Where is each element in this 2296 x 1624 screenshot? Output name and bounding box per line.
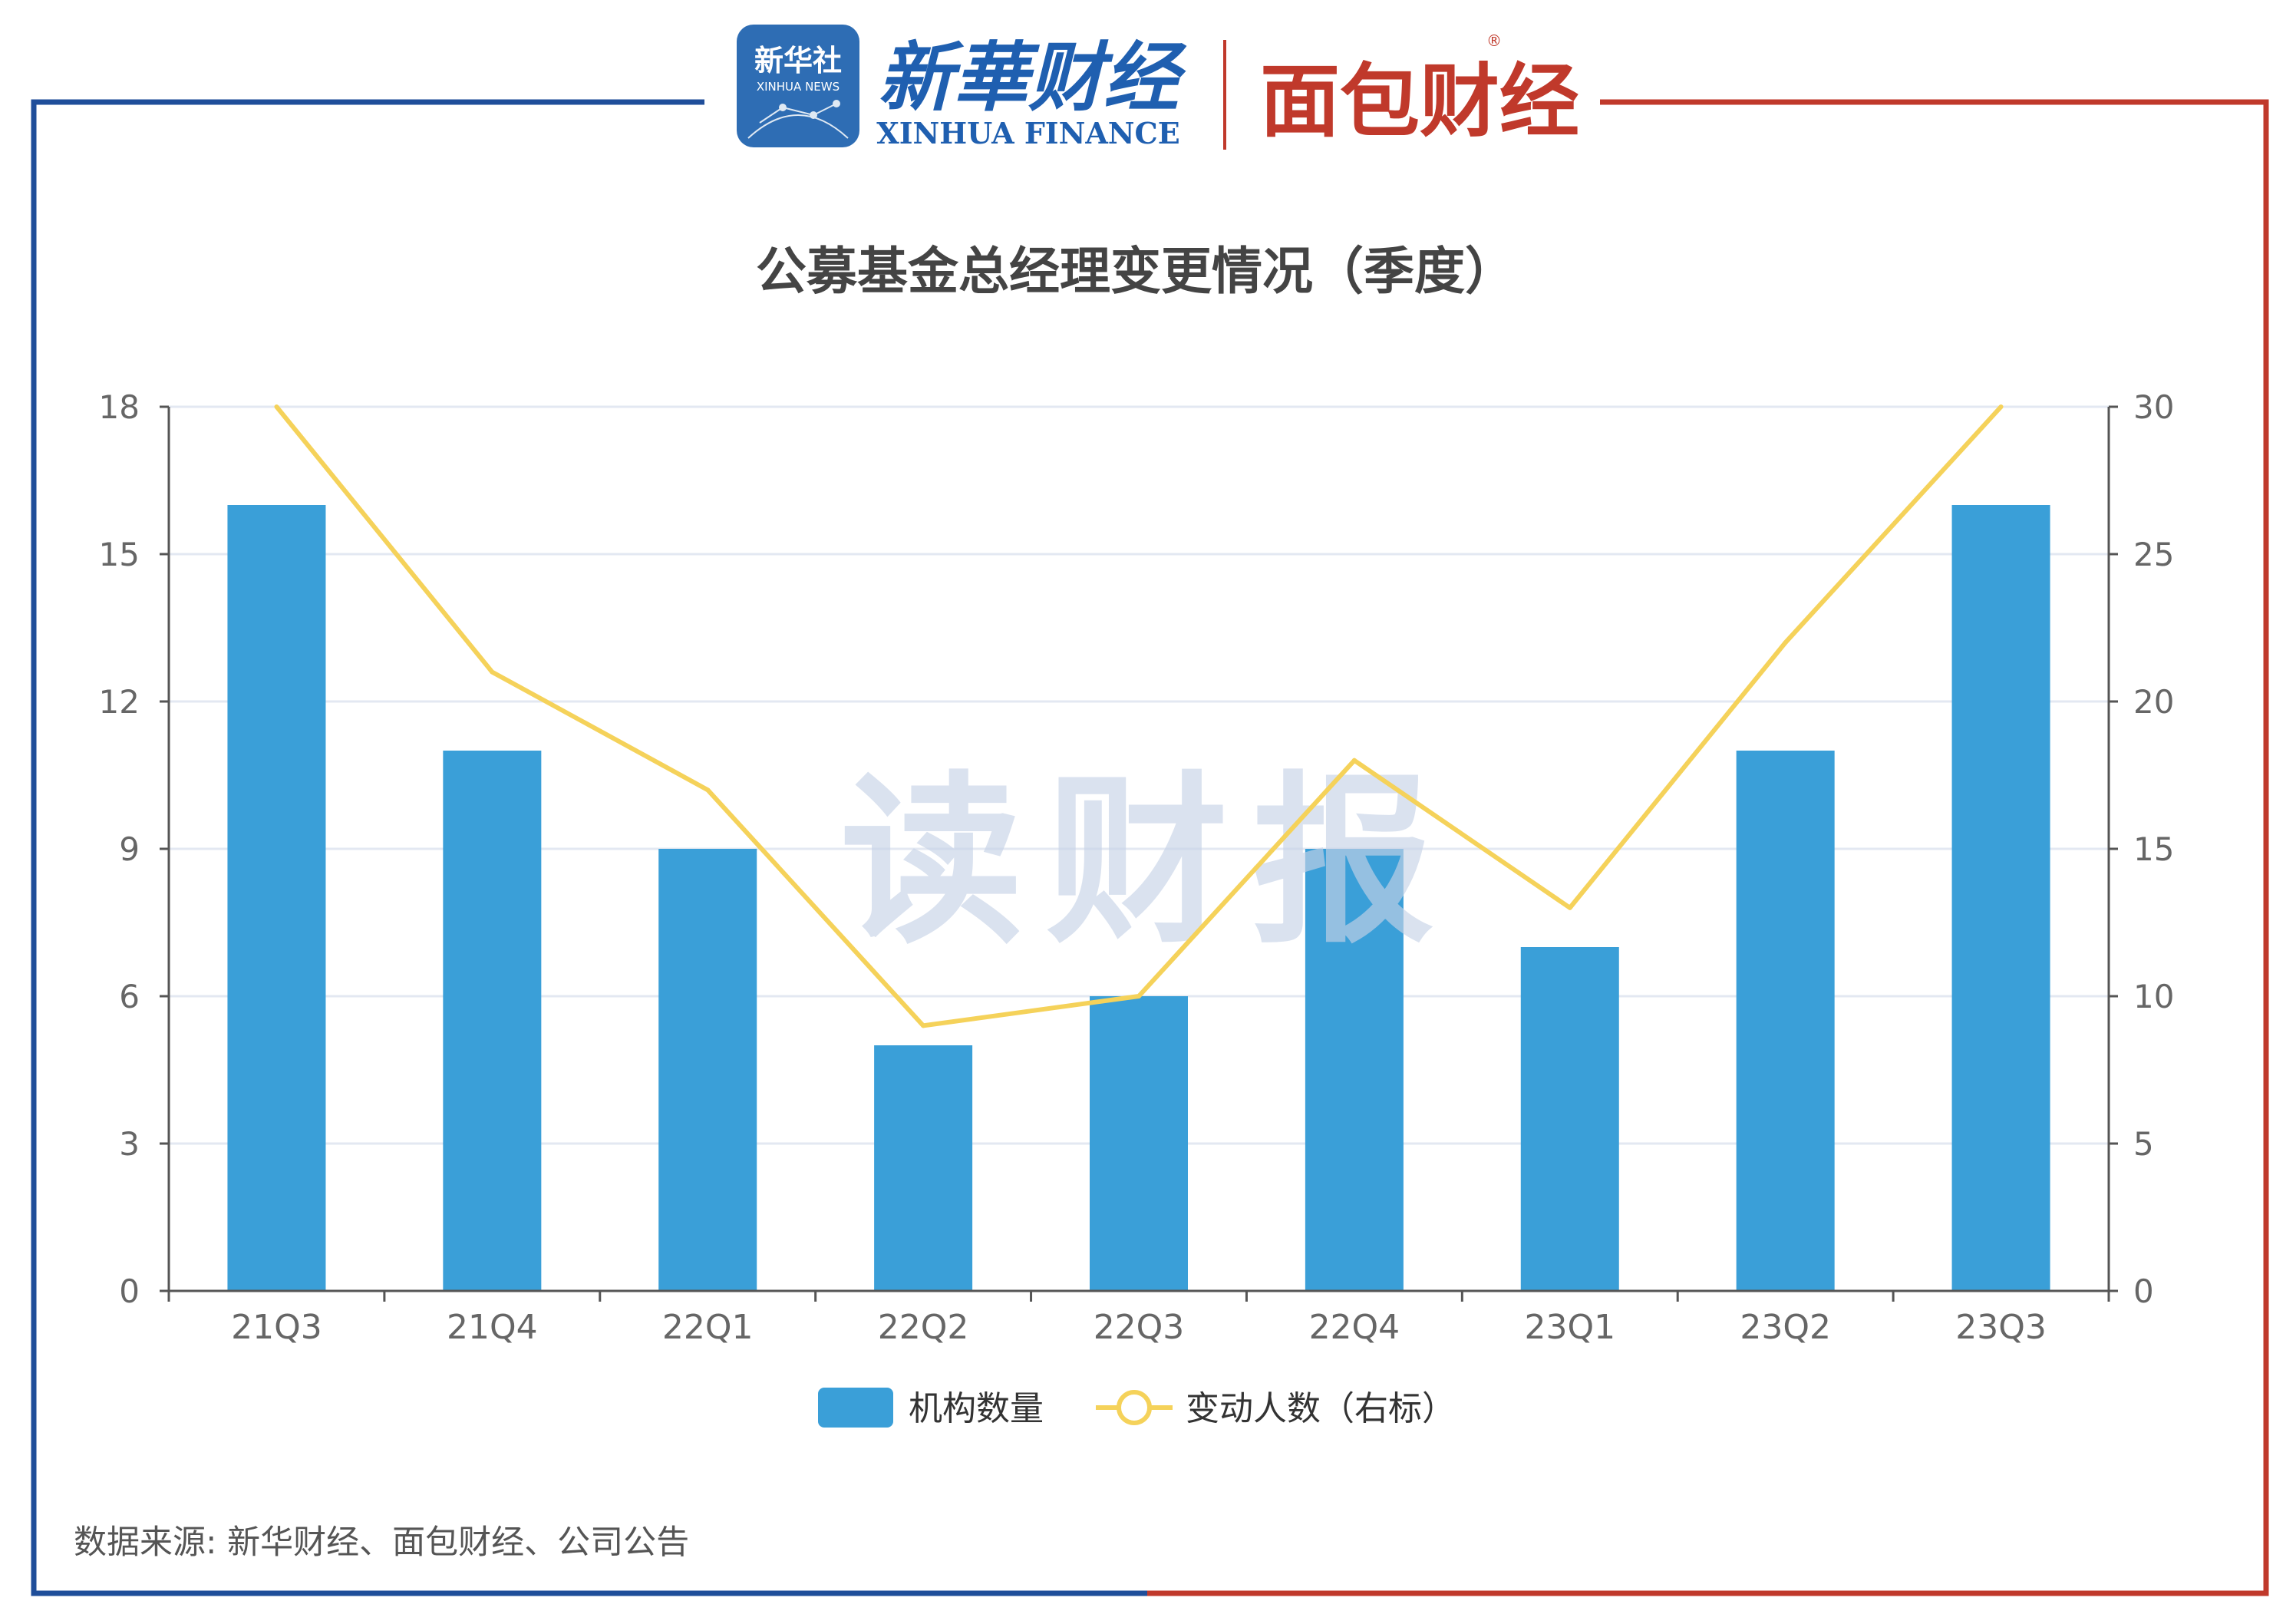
bar — [1736, 751, 1835, 1291]
line-point — [274, 404, 279, 409]
line-point — [1351, 758, 1357, 763]
frame — [31, 99, 2269, 1596]
x-tick-label: 22Q2 — [878, 1308, 969, 1347]
frame-right-line — [1147, 99, 2269, 1596]
bar — [227, 505, 326, 1291]
bar — [1305, 849, 1404, 1291]
bar — [874, 1045, 973, 1291]
y-left-tick-label: 9 — [119, 830, 140, 868]
line-point — [1567, 905, 1572, 910]
legend-bar-label: 机构数量 — [909, 1389, 1044, 1428]
legend-bar-swatch — [818, 1388, 893, 1428]
line-point — [490, 669, 495, 675]
y-left-tick-label: 3 — [119, 1125, 140, 1163]
y-right-tick-label: 30 — [2133, 388, 2174, 426]
mianbao-finance-logo: 面包财经 ® — [1260, 31, 1579, 148]
y-right-tick-label: 5 — [2133, 1125, 2154, 1163]
y-left-tick-label: 12 — [99, 683, 140, 721]
y-right-tick-label: 15 — [2133, 830, 2174, 868]
bar — [443, 751, 542, 1291]
line-series — [274, 404, 2004, 1028]
source-note: 数据来源: 新华财经、面包财经、公司公告 — [74, 1523, 689, 1562]
y-right-tick-label: 10 — [2133, 978, 2174, 1015]
bar — [658, 849, 757, 1291]
axes: 0 3 6 9 12 15 18 0 5 10 15 20 25 30 21Q3 21Q4 22Q1 22Q2 22… — [99, 388, 2175, 1347]
line-point — [1998, 404, 2004, 409]
y-left-tick-label: 0 — [119, 1272, 140, 1310]
logo-xinhua-finance-cn: 新華财经 — [878, 35, 1187, 122]
xinhua-news-logo: 新华社 XINHUA NEWS — [737, 25, 859, 147]
x-tick-label: 21Q3 — [231, 1308, 322, 1347]
x-tick-label: 22Q3 — [1094, 1308, 1185, 1347]
header-logos: 新华社 XINHUA NEWS 新華财经 XINHUA FINANCE 面包财经… — [737, 25, 1579, 150]
x-tick-label: 23Q1 — [1524, 1308, 1615, 1347]
x-tick-label: 23Q2 — [1740, 1308, 1831, 1347]
line-point — [921, 1023, 926, 1028]
logo-xinhua-news-text: XINHUA NEWS — [757, 80, 840, 94]
x-tick-label: 21Q4 — [447, 1308, 538, 1347]
bar — [1090, 996, 1188, 1291]
line-point — [1136, 994, 1141, 998]
y-right-tick-label: 25 — [2133, 536, 2174, 573]
x-tick-label: 23Q3 — [1955, 1308, 2047, 1347]
network-globe-icon — [747, 100, 849, 139]
legend-line-label: 变动人数（右标） — [1186, 1389, 1456, 1428]
bar — [1951, 505, 2050, 1291]
logo-mianbao-text: 面包财经 — [1260, 54, 1579, 148]
logo-xinhua-finance-en: XINHUA FINANCE — [876, 116, 1180, 150]
bar — [1520, 947, 1619, 1291]
line-point — [1783, 640, 1788, 645]
logo-xinhua-she-text: 新华社 — [754, 44, 842, 78]
line-point — [705, 787, 711, 793]
legend: 机构数量 变动人数（右标） — [818, 1388, 1456, 1428]
y-left-tick-label: 18 — [99, 388, 140, 426]
y-right-tick-label: 20 — [2133, 683, 2174, 721]
xinhua-finance-logo: 新華财经 XINHUA FINANCE — [876, 35, 1187, 150]
bar-series — [227, 505, 2050, 1291]
x-tick-label: 22Q4 — [1309, 1308, 1400, 1347]
y-right-tick-label: 0 — [2133, 1272, 2154, 1310]
y-left-tick-label: 6 — [119, 978, 140, 1015]
chart-title: 公募基金总经理变更情况（季度） — [756, 242, 1516, 301]
watermark: 读财报 — [840, 756, 1457, 969]
legend-line-marker — [1117, 1390, 1152, 1425]
x-tick-label: 22Q1 — [662, 1308, 754, 1347]
registered-mark: ® — [1486, 31, 1502, 50]
frame-left-line — [31, 99, 1147, 1596]
y-left-tick-label: 15 — [99, 536, 140, 573]
